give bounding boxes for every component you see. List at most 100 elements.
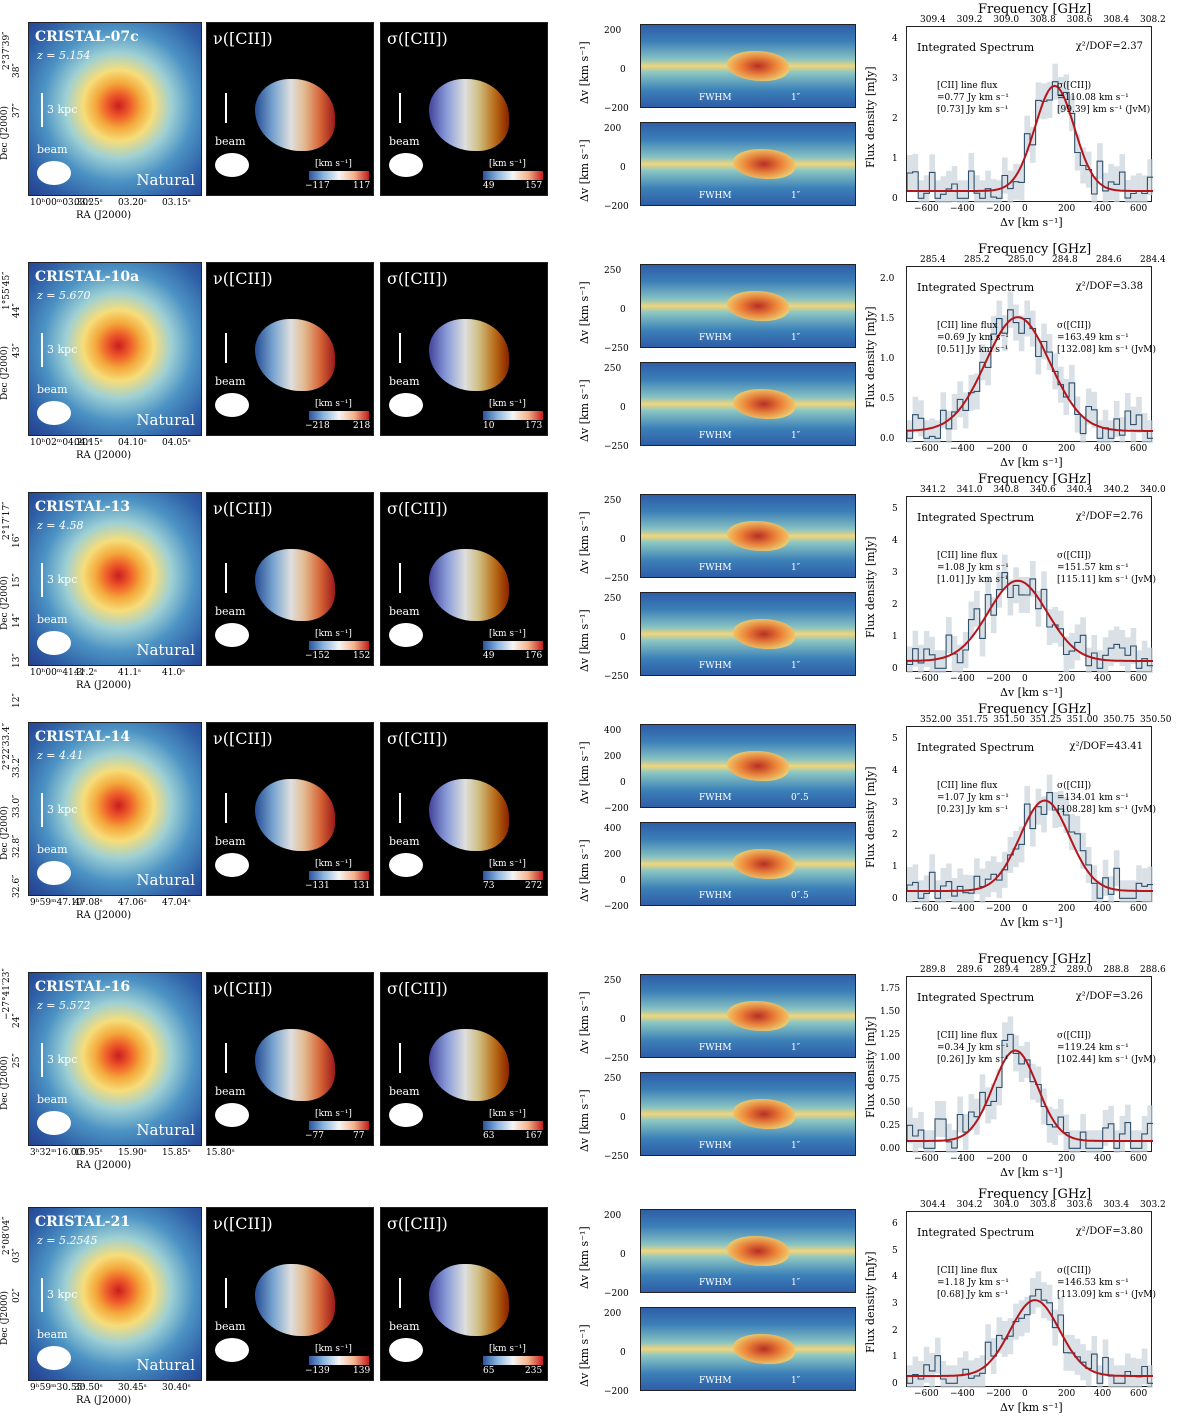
velocity-map: ν([CII]) beam [km s⁻¹] −218 218 — [206, 262, 374, 436]
ra-tick: 47.08ˢ — [74, 898, 103, 908]
sigma-label: σ([CII]) — [1057, 1266, 1092, 1276]
pv-ytick: 0 — [620, 535, 626, 545]
beam-ellipse — [215, 853, 249, 877]
galaxy-row: CRISTAL-14 z = 4.41 3 kpc beam Natural 2°22′3… — [0, 700, 1200, 932]
flux-map: CRISTAL-07c z = 5.154 3 kpc beam Natural — [28, 22, 202, 196]
frequency-tick: 303.6 — [1066, 1200, 1093, 1210]
velocity-field — [255, 549, 335, 621]
ra-tick: 30.40ˢ — [162, 1383, 191, 1393]
line-flux-label: [CII] line flux — [937, 1266, 998, 1276]
scale-bar — [399, 563, 401, 593]
spectrum-ytick: 3 — [892, 568, 898, 578]
frequency-tick: 308.6 — [1066, 15, 1093, 25]
sigma-jvm: [113.09] km s⁻¹ (JvM) — [1057, 1290, 1156, 1300]
flux-map: CRISTAL-21 z = 5.2545 3 kpc beam Natural — [28, 1207, 202, 1381]
frequency-tick: 340.6 — [1030, 485, 1056, 495]
spectrum-ytick: 3 — [892, 798, 898, 808]
fwhm-label: FWHM — [699, 793, 732, 803]
colorbar-min: −131 — [305, 881, 330, 891]
redshift: z = 5.154 — [37, 49, 91, 62]
colorbar-max: 117 — [353, 181, 371, 191]
velocity-tick: −200 — [986, 204, 1011, 214]
spectrum-ytick: 1 — [892, 1352, 898, 1363]
pv-ylabel: Δv [km s⁻¹] — [578, 41, 591, 104]
colorbar-max: 173 — [525, 421, 543, 431]
colorbar-min: −152 — [305, 651, 330, 661]
frequency-tick: 340.2 — [1103, 485, 1130, 495]
spectrum-ytick: 1.25 — [880, 1029, 901, 1040]
spectrum-ytick: 3 — [892, 74, 898, 84]
dispersion-field — [429, 1029, 509, 1101]
sigma-jvm: [132.08] km s⁻¹ (JvM) — [1057, 345, 1156, 355]
pv-ytick: −250 — [604, 672, 629, 682]
ra-axis-label: RA (J2000) — [76, 450, 132, 461]
scale-bar — [399, 1278, 401, 1308]
pv-scale-label: 0″.5 — [791, 793, 809, 803]
beam-label: beam — [37, 1093, 68, 1106]
natural-weighting-label: Natural — [136, 871, 195, 889]
fwhm-label: FWHM — [699, 93, 732, 103]
velocity-tick: −200 — [986, 1154, 1011, 1164]
velocity-tick: 0 — [1022, 1389, 1028, 1399]
dispersion-field — [429, 779, 509, 851]
sigma-label: σ([CII]) — [1057, 781, 1092, 791]
beam-label: beam — [37, 143, 68, 156]
beam-label: beam — [389, 1085, 420, 1098]
colorbar-unit: [km s⁻¹] — [315, 629, 352, 639]
pv-diagram: FWHM 0″.5 — [640, 724, 856, 808]
scale-label: 3 kpc — [47, 803, 78, 816]
velocity-tick: 0 — [1022, 204, 1028, 214]
spectrum-ytick: 1.0 — [880, 354, 895, 364]
spectrum-plot — [907, 1016, 1153, 1153]
spectrum-panel: Integrated Spectrum χ²/DOF=3.38 [CII] line… — [906, 266, 1156, 443]
velocity-tick: −600 — [914, 674, 939, 684]
scale-bar — [225, 1278, 227, 1308]
velocity-tick: 200 — [1058, 444, 1076, 454]
ra-axis-label: RA (J2000) — [76, 680, 132, 691]
pv-diagram: FWHM 1″ — [640, 362, 856, 446]
natural-weighting-label: Natural — [136, 1356, 195, 1374]
pv-scale-label: 1″ — [791, 93, 801, 103]
ra-tick: 10ʰ00ᵐ41.3ˢ — [30, 668, 86, 678]
sigma-label: σ([CII]) — [1057, 321, 1092, 331]
fwhm-label: FWHM — [699, 191, 732, 201]
dec-tick: 15″ — [12, 573, 22, 588]
dec-tick: 16″ — [12, 533, 22, 548]
velocity-tick: −600 — [914, 904, 939, 914]
velocity-tick: 600 — [1130, 444, 1148, 454]
spectrum-ytick: 2.0 — [880, 274, 895, 284]
scale-bar — [41, 1278, 43, 1312]
pv-ylabel: Δv [km s⁻¹] — [578, 741, 591, 804]
spectrum-ytick: 3 — [892, 1299, 898, 1309]
colorbar — [309, 411, 369, 420]
dispersion-field — [429, 319, 509, 391]
beam-ellipse — [389, 393, 423, 417]
pv-ytick: 0 — [620, 163, 626, 173]
frequency-axis-label: Frequency [GHz] — [978, 702, 1092, 717]
spectrum-panel: Integrated Spectrum χ²/DOF=43.41 [CII] lin… — [906, 726, 1156, 903]
dec-top-tick: 2°08′04″ — [2, 1216, 12, 1255]
velocity-field — [255, 1264, 335, 1336]
fwhm-label: FWHM — [699, 431, 732, 441]
beam-ellipse — [37, 1346, 71, 1370]
ra-tick: 04.05ˢ — [162, 438, 191, 448]
frequency-tick: 289.6 — [956, 965, 983, 975]
pv-emission — [733, 389, 795, 419]
spectrum-ylabel: Flux density [mJy] — [864, 766, 877, 868]
pv-ytick: 0 — [620, 1348, 626, 1358]
flux-map: CRISTAL-10a z = 5.670 3 kpc beam Natural — [28, 262, 202, 436]
spectrum-ytick: 1.50 — [880, 1006, 901, 1017]
beam-ellipse — [389, 623, 423, 647]
pv-ytick: 200 — [604, 752, 622, 762]
frequency-tick: 304.0 — [993, 1200, 1020, 1210]
dispersion-title: σ([CII]) — [387, 729, 448, 748]
ra-tick: 41.0ˢ — [162, 668, 186, 678]
dispersion-map: σ([CII]) beam [km s⁻¹] 65 235 — [380, 1207, 548, 1381]
dispersion-map: σ([CII]) beam [km s⁻¹] 49 157 — [380, 22, 548, 196]
frequency-tick: 308.4 — [1103, 15, 1130, 25]
beam-label: beam — [37, 383, 68, 396]
pv-emission — [727, 1236, 789, 1266]
colorbar-min: −139 — [305, 1366, 330, 1376]
frequency-tick: 341.0 — [956, 485, 983, 495]
frequency-axis-label: Frequency [GHz] — [978, 242, 1092, 257]
